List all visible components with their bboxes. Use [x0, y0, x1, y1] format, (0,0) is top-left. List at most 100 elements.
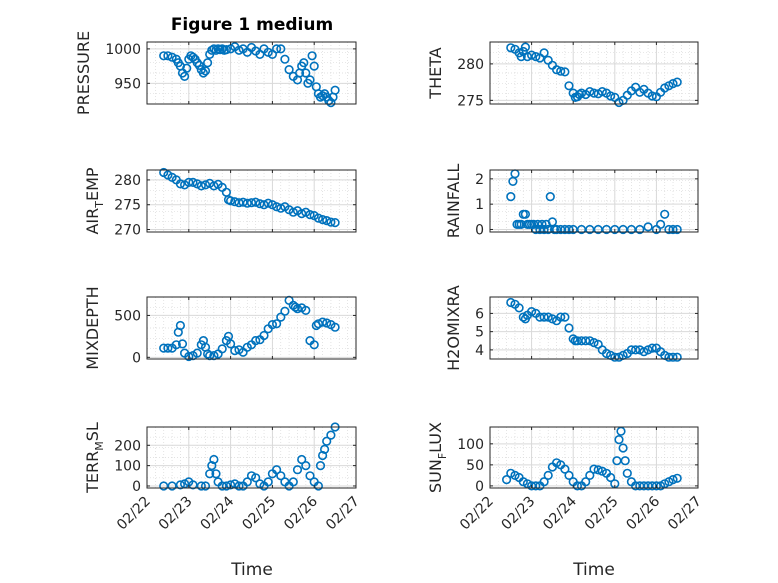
data-point — [301, 305, 311, 316]
data-point — [330, 85, 340, 95]
data-point — [568, 334, 578, 344]
data-point — [313, 213, 324, 223]
data-point — [668, 78, 678, 89]
axes-box — [146, 169, 357, 233]
data-point — [217, 344, 227, 354]
subplot-5: 0 500 MIXDEPTH — [83, 286, 357, 370]
data-point — [297, 209, 307, 219]
series-points — [159, 167, 340, 228]
data-point — [560, 67, 570, 77]
data-point — [297, 454, 307, 465]
data-point — [537, 219, 547, 229]
y-tick-label: 6 — [475, 306, 484, 322]
data-point — [272, 319, 282, 329]
x-tick-label: 02/22 — [114, 494, 154, 534]
data-point — [564, 323, 574, 333]
data-point — [514, 303, 524, 313]
subplot-8: 0 50 100 SUNFLUX 02/22 02/23 02/24 02/25 02/26 02… — [426, 422, 705, 533]
subplot-3: 270 275 280 AIRTEMP — [83, 167, 357, 239]
data-point — [292, 304, 303, 314]
data-point — [309, 61, 319, 71]
data-point — [246, 198, 257, 208]
data-point — [171, 340, 181, 350]
data-point — [163, 51, 173, 61]
data-point — [326, 430, 336, 440]
data-point — [230, 346, 240, 356]
data-point — [668, 352, 678, 362]
y-tick-label: 275 — [457, 93, 484, 109]
x-tick-label: 02/27 — [323, 494, 363, 534]
series-points — [506, 297, 682, 362]
data-point — [543, 470, 553, 481]
axes-box — [489, 296, 699, 360]
y-tick-label: 280 — [114, 173, 141, 189]
data-point — [533, 219, 543, 229]
data-point — [672, 224, 682, 235]
data-point — [272, 465, 282, 475]
subplot-4: 0 1 2 RAINFALL — [444, 164, 699, 239]
data-point — [292, 465, 303, 475]
data-point — [581, 336, 591, 346]
data-point — [526, 307, 537, 317]
data-point — [301, 68, 311, 78]
data-point — [251, 197, 261, 207]
data-point — [175, 320, 185, 331]
y-axis-label: THETA — [426, 47, 445, 99]
data-point — [593, 465, 603, 475]
data-point — [506, 192, 516, 202]
data-point — [506, 297, 516, 308]
series-points — [159, 42, 340, 108]
data-point — [305, 471, 315, 481]
data-point — [234, 481, 244, 491]
axes-box — [146, 296, 357, 360]
data-point — [506, 43, 516, 53]
data-point — [221, 44, 231, 55]
x-tick-label: 02/27 — [665, 494, 705, 534]
y-tick-label: 200 — [114, 438, 141, 454]
y-tick-label: 275 — [114, 198, 141, 214]
data-point — [284, 64, 294, 75]
data-point — [502, 475, 512, 485]
axes-box — [146, 426, 357, 489]
data-point — [520, 209, 531, 219]
y-axis-label: H2OMIXRA — [444, 285, 463, 371]
x-tick-label: 02/25 — [239, 494, 279, 534]
y-tick-label: 4 — [475, 343, 484, 359]
data-point — [209, 454, 219, 465]
y-tick-label: 50 — [466, 458, 484, 474]
data-point — [589, 88, 599, 98]
y-tick-label: 100 — [114, 459, 141, 475]
data-point — [597, 86, 607, 97]
data-point — [192, 348, 202, 358]
data-point — [211, 469, 221, 479]
data-point — [539, 48, 549, 58]
y-axis-label: AIRTEMP — [83, 167, 106, 234]
data-point — [581, 477, 591, 487]
y-tick-label: 0 — [132, 479, 141, 495]
data-point — [672, 473, 682, 483]
y-axis-label: RAINFALL — [444, 164, 463, 239]
data-point — [276, 471, 286, 481]
y-axis-label: MIXDEPTH — [83, 286, 102, 369]
data-point — [184, 351, 194, 362]
x-tick-label: 02/22 — [457, 494, 497, 534]
data-point — [560, 312, 570, 322]
data-point — [326, 217, 336, 227]
data-point — [605, 91, 616, 101]
data-point — [547, 314, 558, 324]
data-point — [209, 181, 219, 191]
data-point — [589, 464, 599, 474]
y-tick-label: 500 — [114, 308, 141, 324]
series-points — [506, 42, 682, 108]
data-point — [242, 477, 252, 487]
data-point — [655, 219, 666, 229]
data-point — [196, 181, 206, 191]
data-point — [556, 66, 566, 76]
y-tick-label: 950 — [114, 76, 141, 92]
data-point — [630, 345, 641, 355]
data-point — [618, 443, 628, 453]
data-point — [217, 481, 227, 491]
series-points — [159, 422, 340, 491]
data-point — [180, 71, 190, 81]
y-tick-label: 270 — [114, 223, 141, 239]
